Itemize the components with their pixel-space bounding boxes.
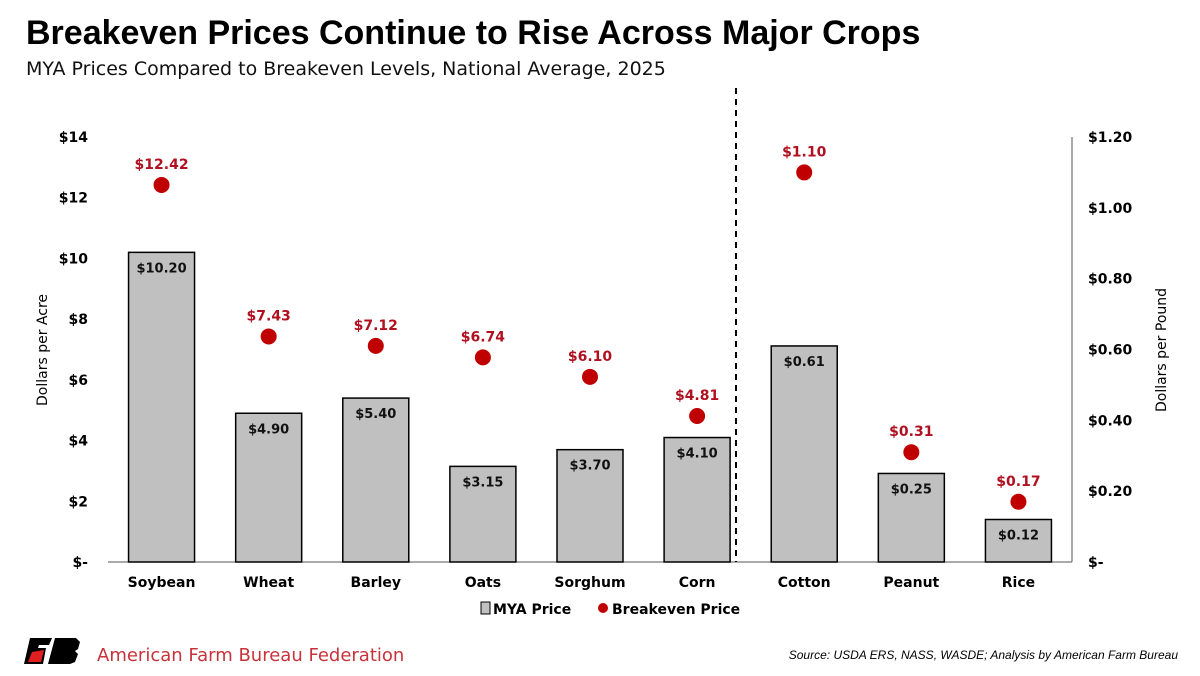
bar-mya-price xyxy=(770,345,838,563)
x-axis-tick: Peanut xyxy=(883,575,939,591)
left-axis-tick: $2 xyxy=(69,494,88,510)
organization-name: American Farm Bureau Federation xyxy=(97,645,405,666)
bar-data-label: $0.61 xyxy=(784,355,825,370)
point-breakeven-price xyxy=(474,349,491,366)
bar-data-label: $4.90 xyxy=(248,422,289,437)
bar-mya-price xyxy=(984,518,1053,563)
x-axis-tick: Wheat xyxy=(243,575,294,591)
bar-data-label: $0.25 xyxy=(891,482,932,497)
bar-mya-price xyxy=(342,397,410,563)
point-data-label: $0.31 xyxy=(889,424,933,440)
x-axis-tick: Barley xyxy=(351,575,401,591)
x-axis-tick: Soybean xyxy=(128,575,196,591)
bar-data-label: $3.15 xyxy=(462,475,503,490)
left-axis-tick: $8 xyxy=(69,312,88,328)
x-axis-tick: Cotton xyxy=(778,575,831,591)
point-breakeven-price xyxy=(582,368,598,385)
right-axis-tick: $- xyxy=(1088,555,1104,571)
legend-swatch-breakeven xyxy=(598,603,608,613)
x-axis-tick: Sorghum xyxy=(554,575,625,591)
right-axis-tick: $0.60 xyxy=(1088,343,1133,359)
x-axis-tick: Oats xyxy=(465,575,501,591)
point-data-label: $7.12 xyxy=(354,318,398,334)
left-axis-tick: $- xyxy=(72,555,88,571)
legend-label-breakeven: Breakeven Price xyxy=(612,602,740,618)
left-axis-tick: $6 xyxy=(69,373,88,389)
left-axis-label: Dollars per Acre xyxy=(35,294,51,406)
right-axis-tick: $0.40 xyxy=(1088,413,1133,429)
bar-data-label: $0.12 xyxy=(998,529,1039,544)
bar-data-label: $10.20 xyxy=(136,261,186,276)
point-data-label: $12.42 xyxy=(135,157,189,173)
point-data-label: $1.10 xyxy=(782,144,827,160)
point-breakeven-price xyxy=(367,337,384,354)
x-axis-tick: Corn xyxy=(679,575,716,591)
right-axis-label: Dollars per Pound xyxy=(1154,288,1170,412)
legend-label-mya: MYA Price xyxy=(493,602,571,618)
bar-mya-price xyxy=(556,448,624,563)
point-breakeven-price xyxy=(689,407,706,424)
right-axis-tick: $0.20 xyxy=(1088,484,1133,500)
left-axis-tick: $10 xyxy=(59,251,88,267)
bar-data-label: $5.40 xyxy=(355,407,396,422)
point-breakeven-price xyxy=(903,444,920,461)
point-data-label: $0.17 xyxy=(996,474,1040,490)
bar-data-label: $4.10 xyxy=(677,447,718,462)
point-breakeven-price xyxy=(153,176,170,193)
chart-subtitle: MYA Prices Compared to Breakeven Levels,… xyxy=(26,58,666,80)
point-breakeven-price xyxy=(260,328,277,345)
bar-data-label: $3.70 xyxy=(569,459,610,474)
point-data-label: $7.43 xyxy=(247,308,291,324)
source-note: Source: USDA ERS, NASS, WASDE; Analysis … xyxy=(788,648,1178,662)
point-breakeven-price xyxy=(796,164,813,181)
x-axis-tick: Rice xyxy=(1002,575,1035,591)
point-data-label: $4.81 xyxy=(675,388,719,404)
right-axis-tick: $1.20 xyxy=(1088,130,1133,146)
bar-mya-price xyxy=(234,412,303,563)
chart-title: Breakeven Prices Continue to Rise Across… xyxy=(26,14,921,52)
bar-mya-price xyxy=(127,251,196,563)
bar-mya-price xyxy=(663,436,731,563)
point-breakeven-price xyxy=(1010,493,1027,510)
afbf-logo-icon xyxy=(24,638,80,664)
left-axis-tick: $14 xyxy=(59,130,88,146)
right-axis-tick: $0.80 xyxy=(1088,272,1133,288)
left-axis-tick: $12 xyxy=(59,191,88,207)
point-data-label: $6.10 xyxy=(568,349,613,365)
right-axis-tick: $1.00 xyxy=(1088,201,1133,217)
point-data-label: $6.74 xyxy=(461,329,506,345)
bar-mya-price xyxy=(449,465,517,563)
legend-swatch-mya xyxy=(480,601,491,615)
bar-mya-price xyxy=(877,472,946,563)
left-axis-tick: $4 xyxy=(69,434,89,450)
